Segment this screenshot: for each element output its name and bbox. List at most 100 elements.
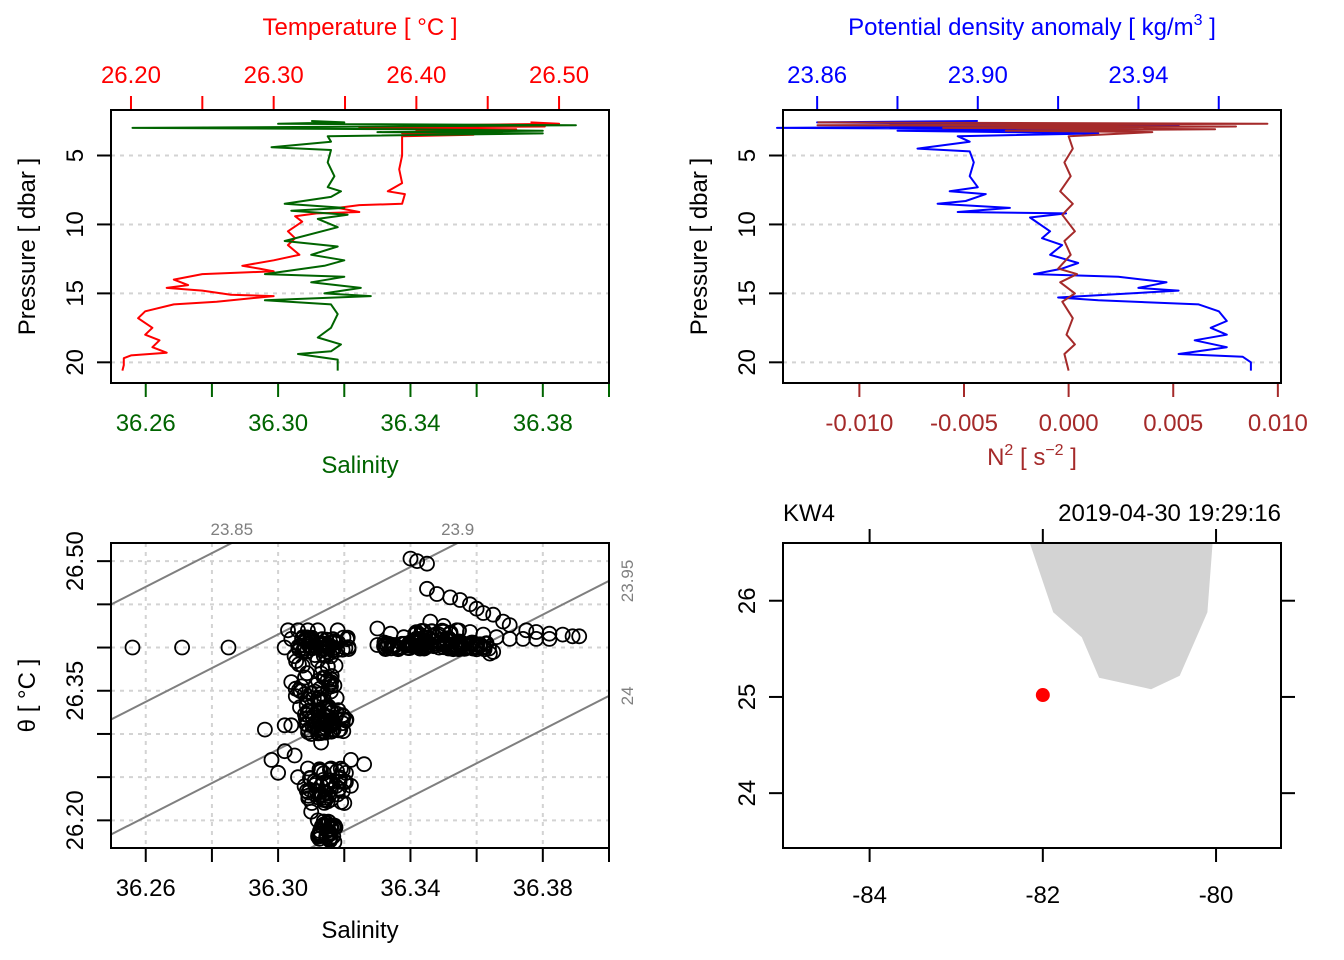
ts-point xyxy=(383,640,399,657)
p3-left-axis: 26.20 26.35 26.50 xyxy=(62,531,111,850)
p1-bottom-axis: 36.26 36.30 36.34 36.38 xyxy=(116,383,610,437)
ts-point xyxy=(419,555,435,572)
ts-point xyxy=(442,626,458,642)
ts-point xyxy=(276,717,293,734)
salinity-line xyxy=(131,120,577,371)
p4-right-axis xyxy=(1281,599,1295,795)
map-timestamp: 2019-04-30 19:29:16 xyxy=(1058,500,1281,527)
ts-point xyxy=(306,647,323,663)
p2-bottom-title-end: ] xyxy=(1064,444,1077,471)
temperature-axis-tick-label: 26.50 xyxy=(529,62,589,89)
ts-point xyxy=(288,653,305,670)
temperature-axis-tick-label: 26.20 xyxy=(101,62,161,89)
n2-axis-tick-label: 0.000 xyxy=(1039,410,1099,437)
pressure-axis-tick-label: 10 xyxy=(734,211,761,238)
n2-axis-tick-label: -0.010 xyxy=(825,410,893,437)
map-station-name: KW4 xyxy=(783,500,835,527)
pressure-axis-tick-label: 20 xyxy=(734,349,761,376)
p4-frame xyxy=(782,542,1282,849)
ts-point xyxy=(280,622,296,639)
p3-x-axis-title: Salinity xyxy=(321,917,398,944)
ts-point xyxy=(303,795,320,811)
ts-point xyxy=(518,622,535,639)
ts-point xyxy=(481,640,497,657)
ts-point xyxy=(290,656,307,673)
ts-point xyxy=(323,791,340,808)
p2-grid xyxy=(783,154,1281,364)
ts-point xyxy=(321,772,338,789)
pressure-axis-tick-label: 5 xyxy=(62,149,89,162)
ts-point xyxy=(402,550,419,567)
ts-point xyxy=(419,580,435,597)
ts-point xyxy=(332,721,349,738)
p4-top-axis xyxy=(868,529,1218,543)
ts-point xyxy=(541,631,558,647)
ts-point xyxy=(313,692,330,708)
ts-point xyxy=(335,711,351,728)
ts-point xyxy=(337,765,354,781)
ts-point xyxy=(287,688,304,704)
ts-point xyxy=(564,628,581,645)
ts-point xyxy=(334,783,351,800)
ts-point xyxy=(256,721,273,738)
theta-axis-tick-label: 26.50 xyxy=(62,531,89,591)
p2-bottom-axis: -0.010 -0.005 0.000 0.005 0.010 xyxy=(825,383,1308,437)
ts-point xyxy=(369,620,386,637)
ts-point xyxy=(313,725,330,741)
ts-point xyxy=(443,633,460,650)
pressure-axis-tick-label: 15 xyxy=(734,280,761,307)
salinity-tick-label: 36.26 xyxy=(116,875,176,902)
p2-top-title-main: Potential density anomaly [ kg/m xyxy=(848,14,1194,41)
p2-series xyxy=(776,120,1269,371)
ts-point xyxy=(311,761,328,778)
lat-tick-label: 26 xyxy=(734,587,761,614)
ts-point xyxy=(297,669,313,686)
density-line xyxy=(776,120,1252,371)
p2-bottom-title-sup2: −2 xyxy=(1045,442,1063,459)
ts-point xyxy=(325,819,342,835)
panel-temperature-salinity-profile: 26.20 26.30 26.40 26.50 36.26 36.30 36.34 36.3… xyxy=(14,14,610,479)
isopycnal-label: 23.95 xyxy=(618,560,637,603)
lon-tick-label: -82 xyxy=(1025,882,1060,909)
ts-point xyxy=(286,747,303,764)
land-polygon xyxy=(1029,543,1213,690)
ts-point xyxy=(318,647,335,664)
ts-point xyxy=(356,756,373,773)
salinity-tick-label: 36.34 xyxy=(380,875,440,902)
theta-axis-tick-label: 26.35 xyxy=(62,661,89,721)
n2-axis-tick-label: 0.010 xyxy=(1248,410,1308,437)
p2-top-title-sup: 3 xyxy=(1194,12,1203,29)
p2-y-axis-title: Pressure [ dbar ] xyxy=(686,158,713,335)
density-axis-tick-label: 23.94 xyxy=(1108,62,1168,89)
ts-point xyxy=(554,626,571,643)
lat-tick-label: 25 xyxy=(734,684,761,711)
ts-point xyxy=(220,639,237,656)
ts-point xyxy=(328,690,345,706)
ts-point xyxy=(485,606,502,623)
pressure-axis-tick-label: 15 xyxy=(62,280,89,307)
ts-point xyxy=(452,592,469,608)
ts-point xyxy=(315,772,332,788)
ts-point xyxy=(451,622,467,639)
p1-series xyxy=(121,120,577,371)
p3-frame xyxy=(110,542,610,849)
salinity-axis-tick-label: 36.26 xyxy=(116,410,176,437)
p2-top-axis: 23.86 23.90 23.94 xyxy=(787,62,1220,110)
temperature-line xyxy=(121,121,561,371)
ts-point xyxy=(431,626,448,643)
n2-axis-tick-label: -0.005 xyxy=(930,410,998,437)
p2-bottom-title-main: N xyxy=(987,444,1004,471)
ts-point xyxy=(296,632,313,649)
ts-point xyxy=(276,743,293,760)
isopycnal-line xyxy=(308,694,609,848)
p2-bottom-axis-title: N2 [ s−2 ] xyxy=(987,442,1077,471)
p2-bottom-title-mid: [ s xyxy=(1013,444,1045,471)
ts-point xyxy=(315,669,332,686)
ts-point xyxy=(298,643,315,660)
ts-point xyxy=(296,686,313,703)
p3-y-axis-title: θ [ °C ] xyxy=(14,659,41,733)
salinity-axis-tick-label: 36.34 xyxy=(380,410,440,437)
ts-point xyxy=(325,828,342,845)
p1-y-axis-title: Pressure [ dbar ] xyxy=(14,158,41,335)
n2-line xyxy=(816,121,1269,371)
